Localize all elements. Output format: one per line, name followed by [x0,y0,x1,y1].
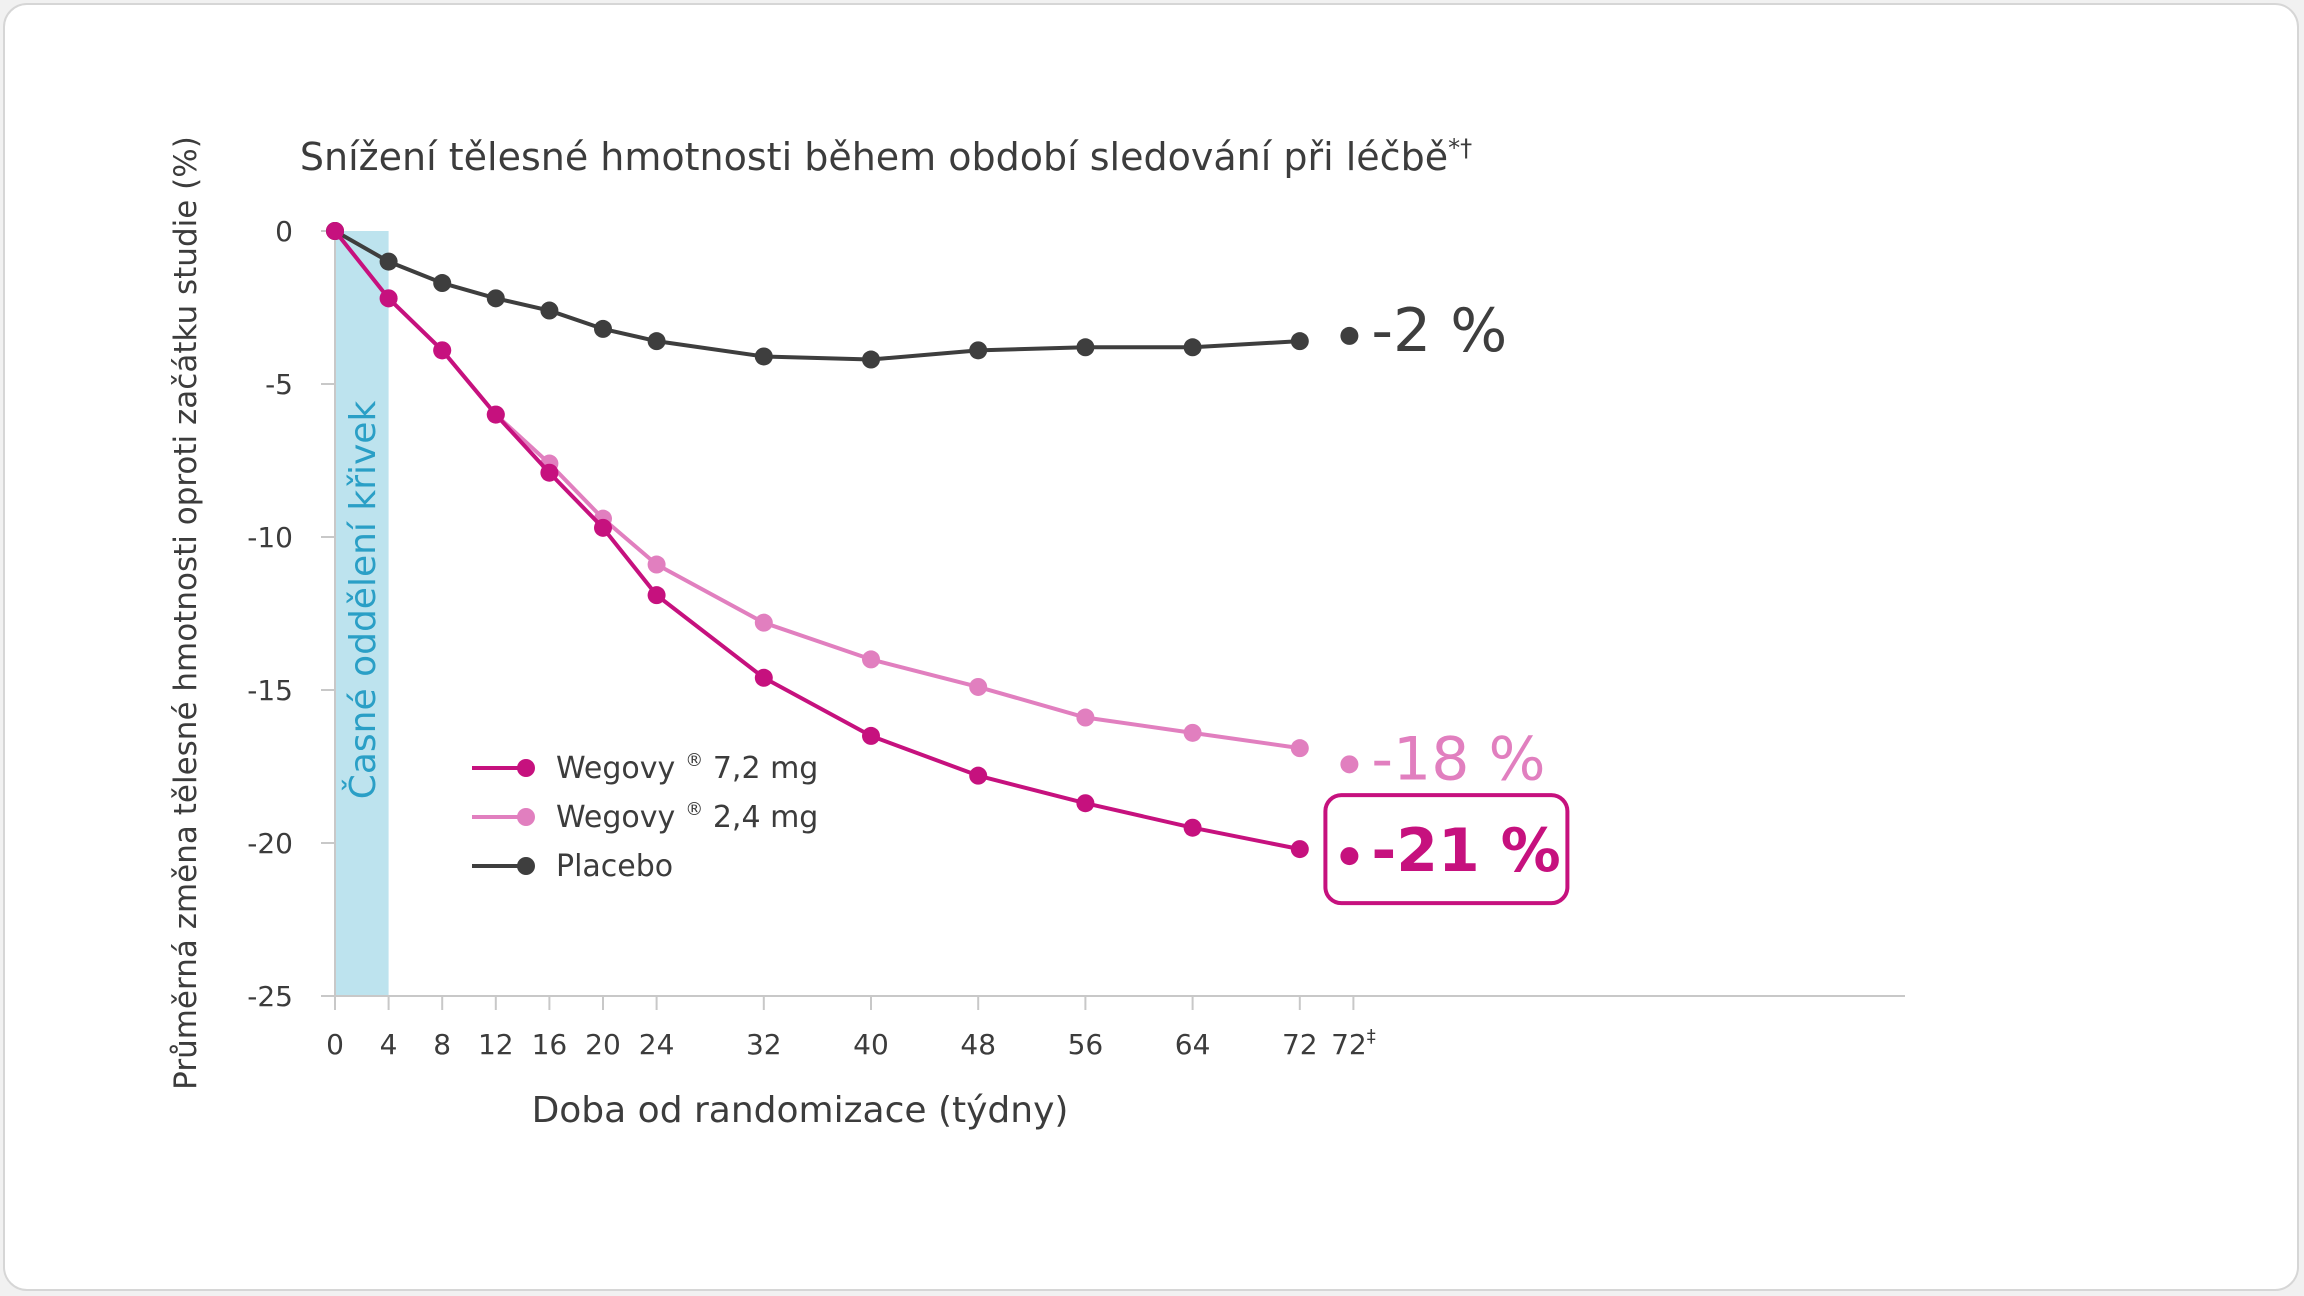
data-point [647,555,666,574]
early-separation-band: Časné oddělení křivek [335,231,389,996]
y-tick-label: 0 [275,215,293,248]
x-tick-label: 12 [478,1028,514,1061]
data-point [379,289,398,308]
y-tick-label: -20 [247,827,293,860]
x-axis-title: Doba od randomizace (týdny) [532,1090,1069,1131]
data-point [647,332,666,351]
chart-title-superscript: *† [1448,134,1472,162]
data-point [540,463,559,482]
data-point [1076,794,1095,813]
data-point [1076,338,1095,357]
data-point [379,252,398,271]
x-tick-label: 56 [1068,1028,1104,1061]
data-point [1290,332,1309,351]
data-point [433,341,452,360]
legend-series-name: Placebo [556,849,673,884]
end-label-dot [1340,847,1359,866]
chart-title-text: Snížení tělesné hmotnosti během období s… [300,135,1448,179]
x-tick-label: 4 [380,1028,398,1061]
legend-series-name: Wegovy [556,800,675,835]
data-point [754,347,773,366]
end-label-value: -2 % [1371,296,1507,366]
data-point [486,405,505,424]
chart-title: Snížení tělesné hmotnosti během období s… [300,134,1472,179]
end-label-value: -21 % [1371,816,1560,886]
legend: Wegovy ® 7,2 mg Wegovy ® 2,4 mg Placebo [472,750,818,884]
x-tick-label: 64 [1175,1028,1211,1061]
x-tick-label: 0 [326,1028,344,1061]
data-point [754,613,773,632]
axes: 0-5-10-15-20-250 4 8 12 16 20 24 32 40 48 56 64 72 72… [247,215,1905,1061]
data-point [326,222,344,240]
legend-swatch-dot [517,759,535,777]
legend-series-name: Wegovy [556,751,675,786]
data-point [486,289,505,308]
data-point [754,668,773,687]
end-label-dot [1340,326,1359,345]
data-point [1183,338,1202,357]
data-point [1183,723,1202,742]
legend-dose: 7,2 mg [703,751,818,786]
end-labels: -21 % -18 % -2 % [1323,296,1570,906]
data-point [1076,708,1095,727]
legend-label: Placebo [556,849,673,884]
legend-label: Wegovy ® 7,2 mg [556,750,818,786]
series-line-1 [333,229,1301,751]
data-point [862,650,880,669]
data-point [1290,739,1309,758]
legend-registered-mark: ® [685,750,703,771]
x-tick-label: 24 [639,1028,675,1061]
data-point [540,301,559,320]
data-point [647,586,666,605]
x-tick-label: 16 [532,1028,568,1061]
data-point [862,350,880,369]
data-point [862,726,880,745]
x-tick-label: 72‡ [1331,1026,1376,1061]
legend-swatch-dot [517,808,535,826]
end-label-dot [1340,755,1359,774]
series-line-2 [334,229,1300,362]
end-label-value: -18 % [1371,724,1545,794]
y-tick-label: -25 [247,980,293,1013]
data-point [1290,840,1309,859]
x-tick-label: 48 [960,1028,996,1061]
data-point [433,274,452,293]
x-tick-label: 8 [433,1028,451,1061]
y-tick-label: -15 [247,674,293,707]
band-label: Časné oddělení křivek [342,401,384,800]
end-label-box [1323,793,1570,906]
legend-dose: 2,4 mg [703,800,818,835]
y-axis-title: Průměrná změna tělesné hmotnosti oproti … [168,136,204,1090]
legend-swatch-dot [517,857,535,875]
data-point [969,677,988,696]
legend-registered-mark: ® [685,799,703,820]
data-point [969,766,988,785]
x-tick-label: 72 [1282,1028,1318,1061]
data-point [594,518,612,537]
series-lines [326,222,1309,859]
y-tick-label: -10 [247,521,293,554]
band-rect [335,231,389,996]
x-tick-label: 20 [585,1028,621,1061]
data-point [594,319,612,338]
x-tick-label: 32 [746,1028,782,1061]
data-point [969,341,988,360]
legend-label: Wegovy ® 2,4 mg [556,799,818,835]
x-tick-superscript: ‡ [1367,1026,1376,1047]
data-point [1183,818,1202,837]
x-tick-label: 40 [853,1028,889,1061]
y-tick-label: -5 [265,368,293,401]
